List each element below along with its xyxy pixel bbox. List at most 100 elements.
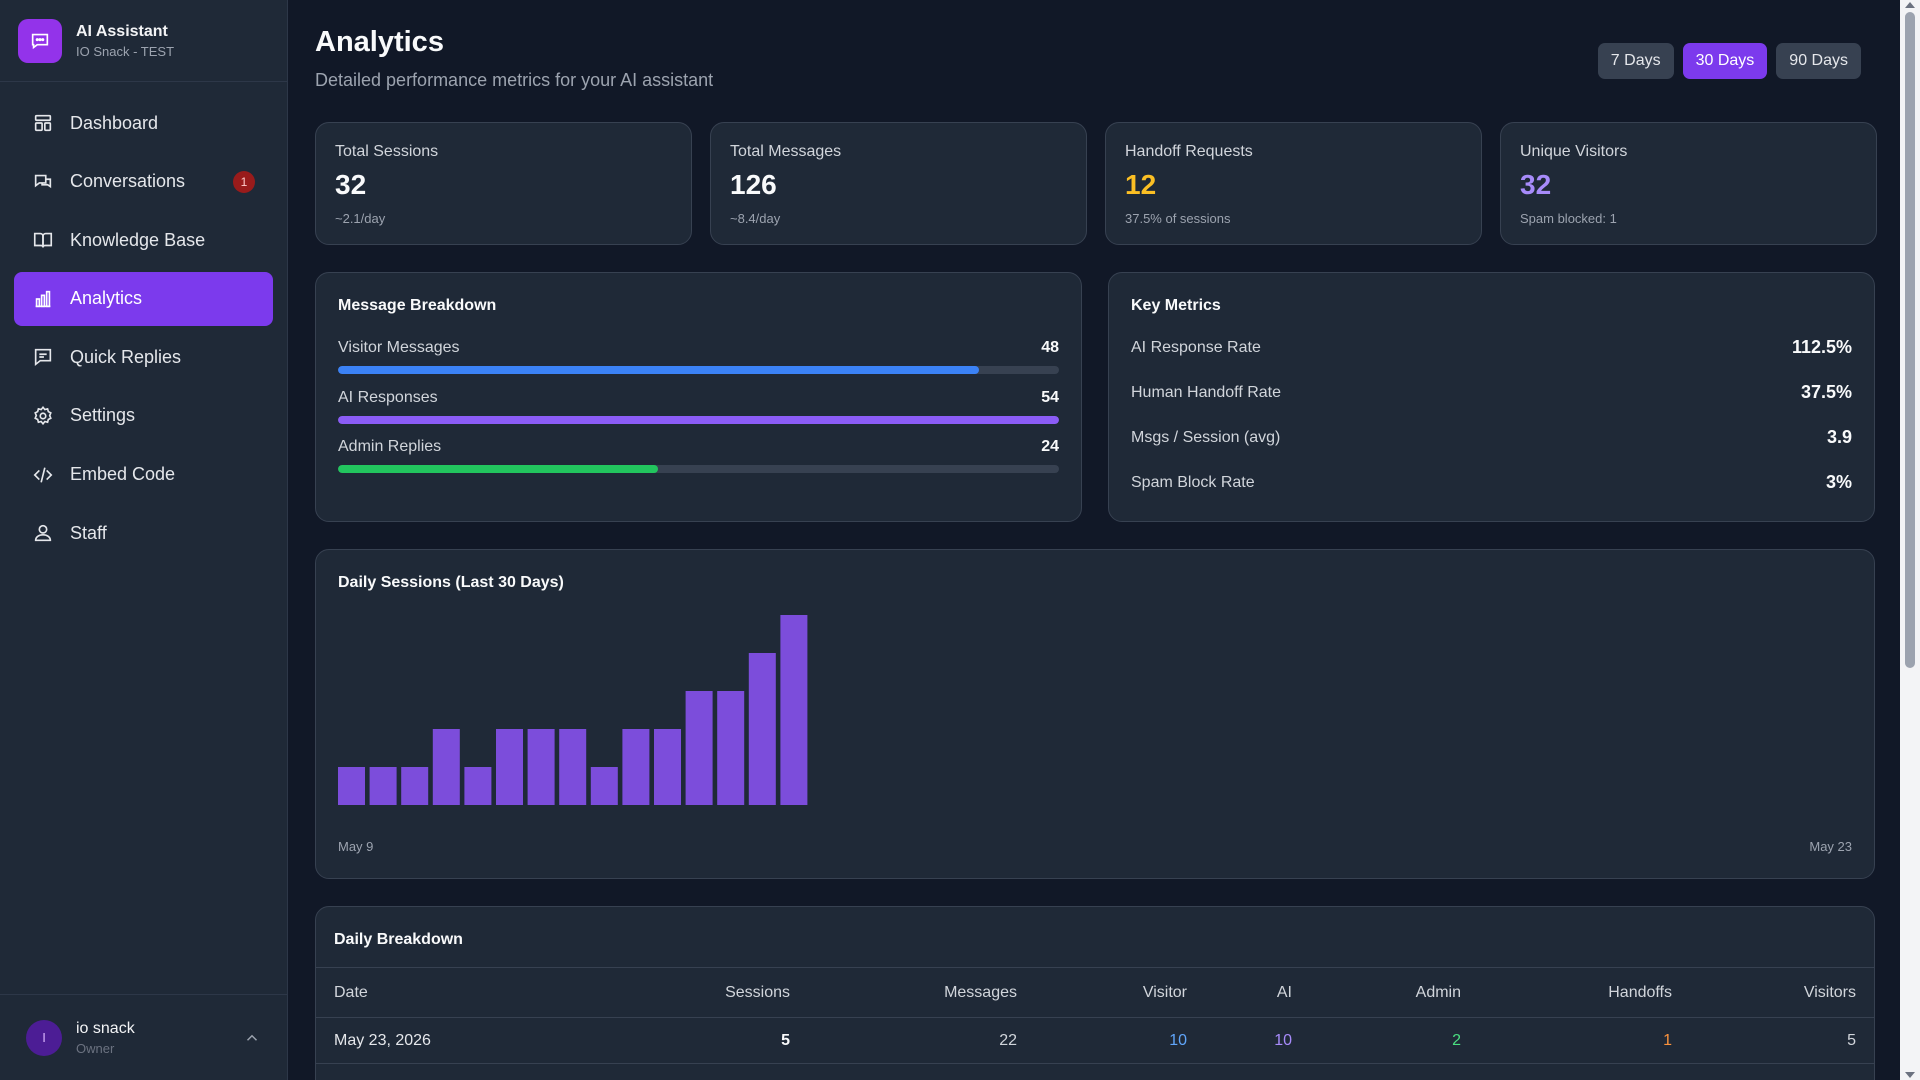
chart-title: Daily Sessions (Last 30 Days) [338, 574, 564, 591]
brand-header: AI Assistant IO Snack - TEST [0, 0, 287, 82]
column-header[interactable]: Date [316, 967, 646, 1018]
metric-label: Spam Block Rate [1131, 473, 1255, 491]
metric-value: 3.9 [1826, 427, 1852, 447]
table-cell-handoffs: 1 [1479, 1017, 1690, 1064]
chart-bar[interactable] [464, 767, 492, 805]
sidebar-item-embed-code[interactable]: Embed Code [14, 448, 273, 502]
chart-bar[interactable] [432, 729, 460, 805]
page-scrollbar[interactable] [1900, 0, 1920, 1080]
sidebar-item-settings[interactable]: Settings [14, 389, 273, 443]
sidebar-item-label: Dashboard [70, 112, 159, 133]
table-cell-messages: 22 [808, 1017, 1035, 1064]
column-header[interactable]: Sessions [646, 967, 808, 1018]
user-role: Owner [76, 1040, 115, 1056]
scroll-thumb[interactable] [1905, 12, 1915, 668]
x-axis-start-label: May 9 [338, 839, 374, 854]
unread-badge: 1 [233, 170, 255, 193]
breakdown-label: Visitor Messages [338, 339, 460, 356]
stat-note: ~8.4/day [730, 211, 781, 226]
table-title: Daily Breakdown [334, 931, 463, 948]
breakdown-label: AI Responses [338, 389, 438, 406]
column-header[interactable]: Messages [808, 967, 1035, 1018]
code-icon [33, 467, 53, 483]
metric-row: Human Handoff Rate 37.5% [1131, 382, 1852, 403]
progress-fill [338, 416, 1059, 424]
chat-logo-icon [18, 18, 62, 63]
stat-note: ~2.1/day [335, 211, 386, 226]
range-7-days-button[interactable]: 7 Days [1597, 43, 1674, 79]
message-square-icon [34, 349, 52, 367]
column-header[interactable]: Admin [1310, 967, 1479, 1018]
sidebar-item-analytics[interactable]: Analytics [14, 271, 273, 326]
chart-bar[interactable] [527, 729, 555, 805]
stat-card-total-sessions: Total Sessions 32 ~2.1/day [315, 122, 692, 245]
key-metrics-card: Key Metrics AI Response Rate 112.5% Human… [1108, 272, 1875, 522]
table-cell-visitors: 5 [1690, 1017, 1874, 1064]
stat-note: Spam blocked: 1 [1520, 211, 1617, 226]
column-header[interactable]: AI [1205, 967, 1310, 1018]
stat-note: 37.5% of sessions [1125, 211, 1231, 226]
progress-fill [338, 465, 659, 473]
sidebar-item-conversations[interactable]: Conversations 1 [14, 155, 273, 209]
range-90-days-button[interactable]: 90 Days [1776, 43, 1861, 79]
stat-label: Total Sessions [335, 143, 439, 160]
sidebar-item-label: Analytics [70, 288, 143, 309]
column-header[interactable]: Visitors [1690, 967, 1874, 1018]
chart-bar[interactable] [654, 729, 681, 805]
user-menu[interactable]: I io snack Owner [0, 994, 287, 1080]
chart-bar[interactable] [369, 767, 397, 805]
workspace-name: IO Snack - TEST [76, 43, 175, 59]
range-30-days-button[interactable]: 30 Days [1682, 43, 1768, 79]
metric-value: 112.5% [1791, 337, 1852, 357]
page-subtitle: Detailed performance metrics for your AI… [315, 70, 714, 90]
breakdown-row-visitor: Visitor Messages 48 [338, 339, 1059, 374]
page-title: Analytics [315, 26, 444, 58]
metric-label: Human Handoff Rate [1131, 383, 1282, 401]
chart-bar[interactable] [559, 729, 587, 805]
stat-label: Unique Visitors [1520, 143, 1628, 160]
table-cell-ai: 10 [1205, 1017, 1310, 1064]
sidebar-item-dashboard[interactable]: Dashboard [14, 96, 273, 150]
sidebar-item-label: Knowledge Base [70, 229, 206, 250]
sidebar: AI Assistant IO Snack - TEST Dashboard C… [0, 0, 288, 1080]
app-title: AI Assistant [76, 22, 168, 40]
table-row[interactable]: May 23, 2026 5 22 10 10 2 1 5 [316, 1017, 1874, 1064]
stat-value: 32 [335, 169, 367, 200]
column-header[interactable]: Handoffs [1479, 967, 1690, 1018]
metric-row: AI Response Rate 112.5% [1131, 337, 1852, 358]
user-name: io snack [76, 1019, 135, 1037]
chart-bar[interactable] [622, 729, 650, 805]
metric-value: 37.5% [1800, 382, 1852, 402]
stat-card-total-messages: Total Messages 126 ~8.4/day [710, 122, 1087, 245]
chart-bar[interactable] [685, 691, 713, 805]
scroll-up-arrow-icon[interactable] [1905, 2, 1915, 8]
chart-bar[interactable] [401, 767, 429, 805]
chart-bar[interactable] [717, 691, 745, 805]
sidebar-item-knowledge-base[interactable]: Knowledge Base [14, 213, 273, 267]
progress-fill [338, 366, 979, 374]
stat-card-handoff-requests: Handoff Requests 12 37.5% of sessions [1105, 122, 1482, 245]
metric-value: 3% [1825, 472, 1852, 492]
sidebar-item-quick-replies[interactable]: Quick Replies [14, 330, 273, 384]
stat-label: Total Messages [730, 143, 842, 160]
table-cell-visitor: 10 [1035, 1017, 1205, 1064]
chart-bar[interactable] [748, 653, 776, 805]
column-header[interactable]: Visitor [1035, 967, 1205, 1018]
book-icon [33, 232, 53, 248]
chart-bar[interactable] [780, 615, 808, 805]
stat-card-unique-visitors: Unique Visitors 32 Spam blocked: 1 [1500, 122, 1877, 245]
card-title: Message Breakdown [338, 297, 497, 314]
chart-bar[interactable] [338, 767, 365, 805]
sidebar-nav: Dashboard Conversations 1 Knowledge Base… [0, 82, 287, 560]
chevron-up-icon[interactable] [243, 1029, 261, 1047]
chart-bar[interactable] [590, 767, 618, 805]
daily-sessions-chart [338, 615, 808, 805]
breakdown-label: Admin Replies [338, 438, 442, 455]
chart-bar[interactable] [496, 729, 523, 805]
sidebar-item-label: Staff [70, 522, 107, 543]
message-breakdown-card: Message Breakdown Visitor Messages 48 AI … [315, 272, 1082, 522]
scroll-down-arrow-icon[interactable] [1905, 1072, 1915, 1078]
dashboard-icon [34, 114, 52, 132]
avatar: I [26, 1019, 62, 1056]
sidebar-item-staff[interactable]: Staff [14, 506, 273, 560]
